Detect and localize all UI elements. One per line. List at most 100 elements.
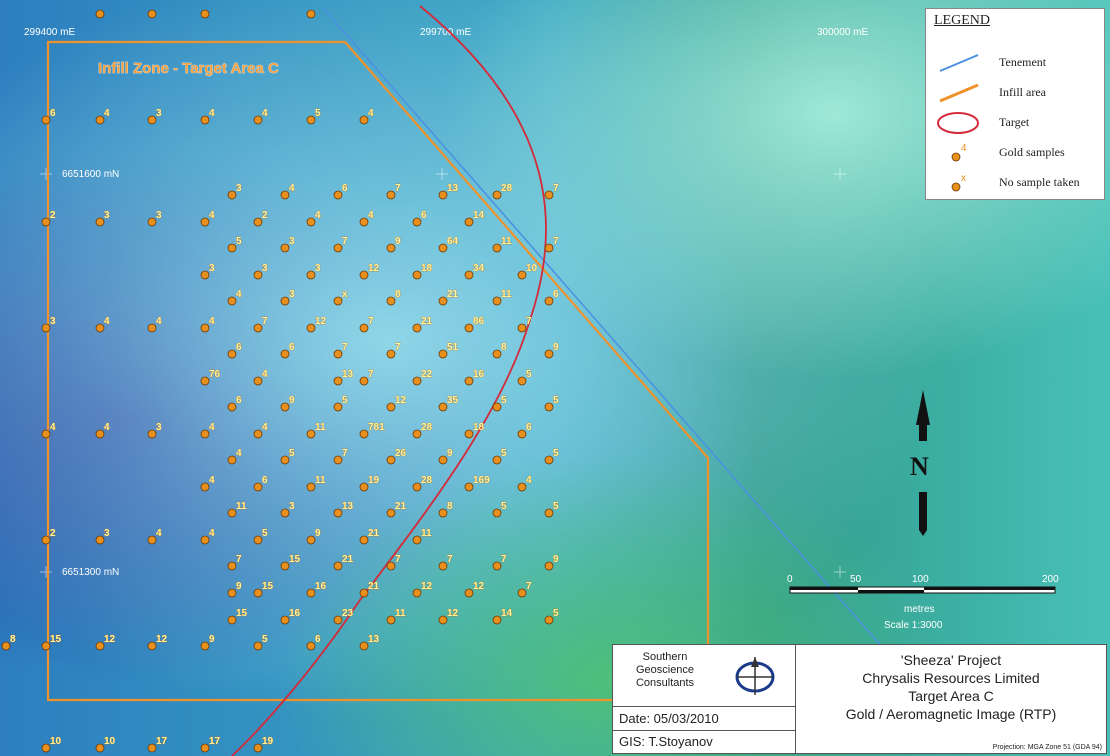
sample-value-label: 5 <box>553 501 559 512</box>
legend-label: Infill area <box>999 85 1046 99</box>
sample-point <box>359 535 369 545</box>
sample-point <box>464 323 474 333</box>
northing-label: 6651600 mN <box>62 169 119 180</box>
scale-tick-label: 0 <box>787 574 793 585</box>
sample-point <box>1 641 11 651</box>
sample-value-label: 9 <box>447 448 453 459</box>
sample-point <box>253 482 263 492</box>
sample-point <box>41 429 51 439</box>
sample-point <box>227 243 237 253</box>
sample-value-label: 11 <box>315 422 326 433</box>
project-cell: 'Sheeza' Project Chrysalis Resources Lim… <box>796 645 1106 753</box>
sample-value-label: 18 <box>421 263 433 274</box>
sample-value-label: 3 <box>262 263 268 274</box>
sample-value-label: 17 <box>156 736 168 747</box>
sample-point <box>200 641 210 651</box>
project-name: 'Sheeza' Project <box>900 652 1002 668</box>
scale-tick-label: 50 <box>850 574 862 585</box>
sample-point <box>359 376 369 386</box>
sample-point <box>95 743 105 753</box>
sample-point <box>95 115 105 125</box>
sample-point <box>253 535 263 545</box>
sample-value-label: 6 <box>553 289 559 300</box>
sample-value-label: 3 <box>50 316 56 327</box>
sample-value-label: 7 <box>262 316 268 327</box>
sample-value-label: 3 <box>156 422 162 433</box>
sample-value-label: 2 <box>262 210 268 221</box>
sample-value-label: 7 <box>395 554 401 565</box>
sample-point <box>280 243 290 253</box>
sample-value-label: 4 <box>368 210 374 221</box>
sample-value-label: 3 <box>315 263 321 274</box>
sample-point <box>359 115 369 125</box>
sample-value-label: 15 <box>262 581 274 592</box>
sample-point <box>412 482 422 492</box>
tenement-boundary <box>322 7 891 657</box>
compass-logo-icon <box>735 657 775 695</box>
sample-point <box>227 296 237 306</box>
sample-point <box>227 561 237 571</box>
sample-value-label: 4 <box>104 108 110 119</box>
sample-point <box>517 270 527 280</box>
sample-point <box>333 376 343 386</box>
sample-point <box>253 270 263 280</box>
sample-value-label: 12 <box>473 581 485 592</box>
sample-value-label: 4 <box>526 475 532 486</box>
sample-value-label: 4 <box>262 369 268 380</box>
sample-point <box>253 217 263 227</box>
sample-value-label: 4 <box>236 448 242 459</box>
org-cell: Southern Geoscience Consultants <box>613 645 796 707</box>
sample-point <box>200 429 210 439</box>
sample-point <box>544 296 554 306</box>
sample-point <box>41 535 51 545</box>
sample-point <box>41 217 51 227</box>
target-outline <box>231 5 547 756</box>
sample-point <box>333 508 343 518</box>
sample-point <box>306 535 316 545</box>
sample-value-label: 7 <box>395 183 401 194</box>
sample-point <box>280 455 290 465</box>
sample-value-label: 6 <box>526 422 532 433</box>
sample-point <box>41 115 51 125</box>
gold-sample-icon: 4 <box>951 143 967 162</box>
sample-value-label: 4 <box>209 475 215 486</box>
sample-value-label: 12 <box>315 316 327 327</box>
sample-value-label: 7 <box>342 448 348 459</box>
sample-value-label: 6 <box>289 342 295 353</box>
sample-point <box>517 376 527 386</box>
sample-point <box>253 429 263 439</box>
easting-label: 299400 mE <box>24 27 75 38</box>
sample-value-label: 13 <box>368 634 380 645</box>
easting-label: 300000 mE <box>817 27 868 38</box>
sample-value-label: 3 <box>156 210 162 221</box>
sample-point <box>200 270 210 280</box>
sample-value-label: 21 <box>447 289 459 300</box>
sample-value-label: 19 <box>368 475 380 486</box>
sample-point <box>227 508 237 518</box>
sample-point <box>412 270 422 280</box>
sample-point <box>41 641 51 651</box>
sample-point <box>95 429 105 439</box>
sample-point <box>438 455 448 465</box>
sample-value-label: 7 <box>395 342 401 353</box>
company-name: Chrysalis Resources Limited <box>862 670 1040 686</box>
sample-point <box>492 561 502 571</box>
sample-value-label: 3 <box>236 183 242 194</box>
sample-value-label: 169 <box>473 475 490 486</box>
sample-value-label: 12 <box>395 395 407 406</box>
sample-point <box>359 482 369 492</box>
sample-point <box>147 535 157 545</box>
sample-point <box>386 190 396 200</box>
sample-point <box>464 429 474 439</box>
sample-value-label: 17 <box>209 736 221 747</box>
legend-label: Tenement <box>999 55 1047 69</box>
sample-point <box>492 615 502 625</box>
sample-point <box>333 190 343 200</box>
sample-value-label: 5 <box>289 448 295 459</box>
sample-value-label: 4 <box>104 316 110 327</box>
sample-value-label: 8 <box>10 634 16 645</box>
sample-value-label: 9 <box>289 395 295 406</box>
sample-point <box>280 349 290 359</box>
sample-point <box>280 615 290 625</box>
sample-value-label: 9 <box>209 634 215 645</box>
